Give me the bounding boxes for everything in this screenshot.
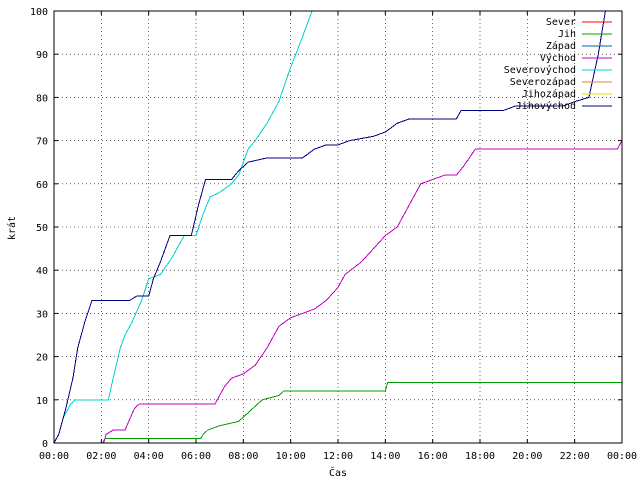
- grid: [54, 11, 622, 443]
- y-tick-label: 100: [30, 7, 48, 18]
- x-tick-label: 08:00: [228, 451, 258, 462]
- x-tick-label: 10:00: [276, 451, 306, 462]
- series-line-jih: [54, 382, 622, 444]
- legend-label-jih: Jih: [558, 29, 576, 40]
- x-tick-label: 04:00: [134, 451, 164, 462]
- y-tick-label: 30: [36, 309, 48, 320]
- x-axis-label: Čas: [329, 466, 347, 479]
- y-tick-label: 80: [36, 93, 48, 104]
- series-line-vychod: [54, 140, 623, 444]
- x-tick-label: 06:00: [181, 451, 211, 462]
- y-tick-label: 50: [36, 223, 48, 234]
- axis-ticks: 00:00 02:00 04:00 06:00 08:00 10:00 12:00 14:00…: [30, 7, 637, 462]
- y-tick-label: 60: [36, 180, 48, 191]
- y-tick-label: 0: [42, 439, 48, 450]
- y-tick-label: 90: [36, 50, 48, 61]
- x-tick-label: 00:00: [39, 451, 69, 462]
- y-tick-label: 70: [36, 137, 48, 148]
- legend-label-vychod: Východ: [540, 52, 576, 64]
- x-tick-label: 20:00: [512, 451, 542, 462]
- x-tick-label: 00:00: [607, 451, 637, 462]
- y-tick-label: 40: [36, 266, 48, 277]
- y-axis-label: krát: [6, 216, 18, 240]
- legend-label-zapad: Západ: [546, 40, 576, 52]
- y-tick-label: 10: [36, 396, 48, 407]
- legend-label-sever: Sever: [546, 17, 576, 28]
- x-tick-label: 16:00: [418, 451, 448, 462]
- x-tick-label: 18:00: [465, 451, 495, 462]
- series-lines: [53, 10, 623, 444]
- x-tick-label: 02:00: [86, 451, 116, 462]
- x-tick-label: 14:00: [370, 451, 400, 462]
- legend-label-jihovychod: Jihovýchod: [516, 100, 576, 112]
- legend-label-severovychod: Severovýchod: [504, 64, 576, 76]
- legend: SeverJihZápadVýchodSeverovýchodSeverozáp…: [504, 17, 612, 112]
- x-tick-label: 12:00: [323, 451, 353, 462]
- legend-label-severozapad: Severozápad: [510, 76, 576, 88]
- series-line-severovychod: [53, 10, 313, 444]
- x-tick-label: 22:00: [560, 451, 590, 462]
- series-line-jihovychod: [53, 10, 606, 444]
- legend-label-jihozapad: Jihozápad: [522, 88, 576, 100]
- y-tick-label: 20: [36, 353, 48, 364]
